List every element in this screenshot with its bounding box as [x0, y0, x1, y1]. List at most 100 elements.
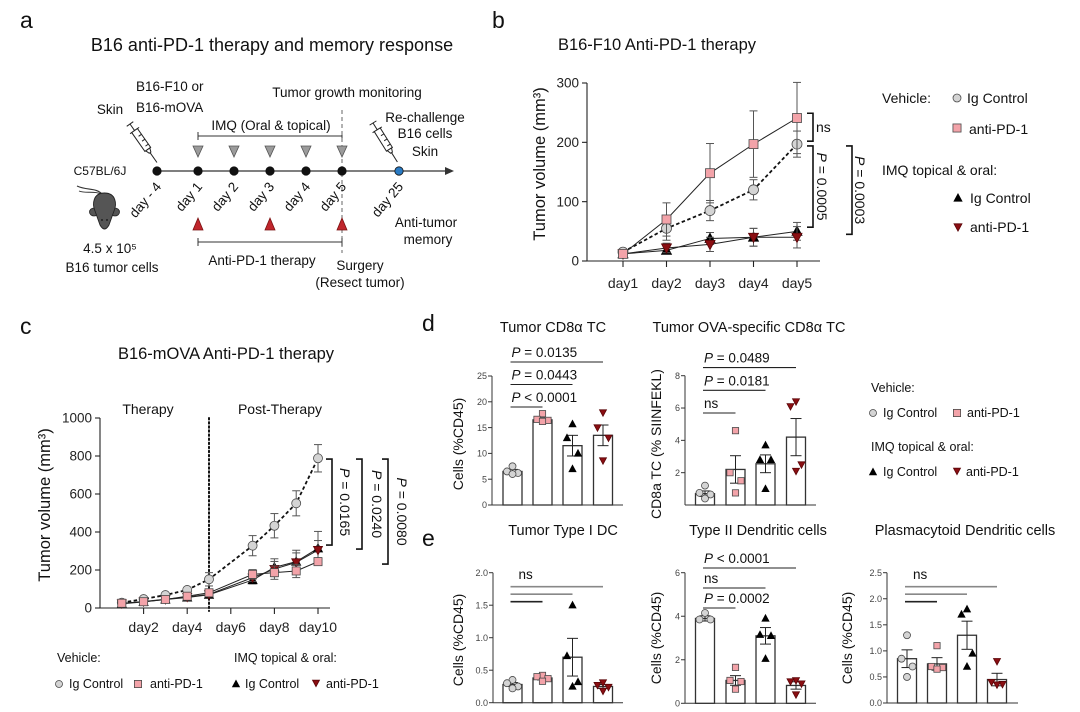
syringe-icon	[369, 120, 398, 163]
legend-item: Ig Control	[869, 406, 937, 420]
antipd1-therapy-label: Anti-PD-1 therapy	[208, 253, 316, 268]
y-axis-label: Cells (%CD45)	[648, 592, 664, 685]
data-point	[568, 681, 577, 690]
syringe-rod	[129, 123, 135, 131]
chart-d2: Tumor OVA-specific CD8α TC CD8a TC (% SII…	[648, 320, 845, 519]
y-tick-label: 2.0	[869, 594, 882, 604]
legend-label: anti-PD-1	[150, 677, 203, 691]
data-point	[903, 631, 911, 640]
data-point	[897, 654, 906, 663]
legend-item: Ig Control	[952, 90, 1028, 106]
significance-label: ns	[704, 571, 719, 586]
data-point	[957, 609, 966, 618]
legend-triangle-down-icon	[953, 223, 963, 233]
data-point	[706, 490, 715, 499]
bar-group	[694, 481, 716, 506]
y-tick-label: 10	[477, 449, 487, 459]
timepoint-dot	[337, 166, 347, 176]
data-point	[755, 455, 765, 463]
panel-label-e: e	[422, 525, 435, 551]
data-point	[291, 558, 302, 568]
bar-group	[986, 658, 1008, 704]
data-point	[312, 546, 324, 556]
syringe-mark	[380, 133, 385, 137]
y-tick-label: 4	[675, 611, 680, 621]
legend-label: Ig Control	[970, 190, 1031, 206]
y-tick-label: 4	[675, 436, 680, 446]
legend-c: Vehicle: Ig Control anti-PD-1 IMQ topical &…	[55, 651, 379, 691]
timepoint-label: day 2	[209, 179, 242, 214]
data-point	[269, 520, 280, 531]
x-tick-label: day3	[695, 275, 726, 291]
y-tick-label: 0.0	[475, 698, 488, 708]
rechallenge-label: B16 cells	[398, 126, 453, 141]
x-tick-label: day10	[299, 619, 337, 635]
significance-label: P = 0.0489	[704, 351, 770, 366]
bar-group	[532, 671, 553, 704]
monitoring-label: Tumor growth monitoring	[272, 85, 422, 100]
stat-symbol: P	[704, 591, 713, 606]
y-tick-label: 0	[571, 254, 579, 269]
y-tick-label: 200	[69, 563, 92, 578]
stat-symbol: P	[852, 156, 868, 166]
legend-circle-icon	[55, 680, 63, 688]
x-tick-label: day4	[738, 275, 769, 291]
chart-d1: Tumor CD8α TC Cells (%CD45) 0 5 10 15 20 25 P < …	[450, 320, 623, 510]
bar	[694, 617, 716, 704]
legend-label: anti-PD-1	[969, 121, 1028, 137]
data-point	[204, 588, 214, 598]
legend-heading: IMQ topical & oral:	[234, 651, 337, 665]
chart-e1: Tumor Type I DC Cells (%CD45) 0.0 0.5 1.0 1.5…	[450, 523, 623, 708]
data-point	[987, 678, 996, 687]
y-tick-label: 0.0	[869, 698, 882, 708]
y-tick-label: 1.5	[475, 600, 488, 610]
significance-bracket	[356, 458, 363, 550]
data-point	[731, 685, 740, 693]
data-point	[761, 440, 770, 449]
chart-e3: Plasmacytoid Dendritic cells Cells (%CD45…	[839, 523, 1055, 708]
legend-circle-icon	[869, 409, 877, 417]
significance-label: P = 0.0240	[369, 470, 385, 538]
data-point	[706, 615, 715, 624]
syringe-hub	[144, 147, 152, 154]
data-point	[791, 691, 801, 700]
data-point	[533, 673, 541, 681]
syringe-mark	[138, 133, 142, 137]
series-imq-ig-control	[116, 530, 324, 608]
series-imq-anti-pd-1	[617, 226, 803, 260]
bar-group	[502, 676, 523, 704]
bar-group	[896, 631, 918, 704]
panel-label-c: c	[20, 313, 32, 339]
data-point	[737, 477, 745, 485]
significance-label: P < 0.0001	[512, 390, 578, 405]
significance-label: P = 0.0165	[337, 468, 353, 536]
stat-value: = 0.0080	[394, 487, 410, 546]
timepoint-dot	[152, 166, 162, 176]
data-point	[748, 139, 759, 150]
data-point	[704, 239, 716, 251]
data-point	[748, 184, 759, 196]
syringe-icon	[126, 121, 158, 163]
y-axis-label: Cells (%CD45)	[450, 594, 466, 687]
data-point	[701, 609, 709, 617]
stat-symbol: P	[512, 345, 521, 360]
significance-label: ns	[519, 567, 534, 582]
significance-bracket	[846, 145, 853, 236]
timepoint-label: day 5	[317, 179, 350, 214]
data-point	[508, 684, 517, 693]
legend-heading: Vehicle:	[882, 90, 931, 106]
y-tick-label: 15	[477, 423, 487, 433]
bar-group	[785, 398, 807, 506]
y-axis-label: Tumor volume (mm³)	[36, 428, 54, 581]
data-point	[797, 680, 806, 689]
x-tick-label: day6	[216, 619, 247, 635]
timepoint-dot	[301, 166, 311, 176]
syringe-plunger	[126, 121, 134, 127]
y-tick-label: 1.0	[475, 633, 488, 643]
imq-dose-triangle-icon	[192, 145, 204, 158]
data-point	[139, 597, 149, 607]
data-point	[593, 424, 602, 433]
stat-symbol: P	[337, 468, 353, 478]
data-point	[598, 687, 608, 696]
